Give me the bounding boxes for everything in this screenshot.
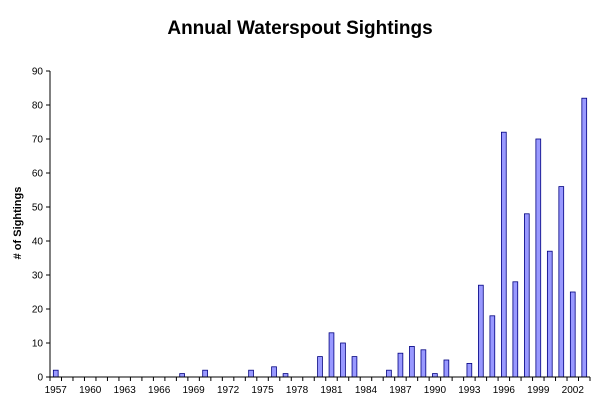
bar-1968 xyxy=(179,373,185,378)
bars-group xyxy=(52,97,588,378)
x-tick-label: 1996 xyxy=(493,385,516,396)
x-tick-label: 1987 xyxy=(389,385,412,396)
bar-1998 xyxy=(523,213,530,378)
x-tick-label: 1978 xyxy=(286,385,309,396)
bar-1988 xyxy=(409,345,415,378)
y-tick-label: 0 xyxy=(37,373,43,384)
bar-1976 xyxy=(271,366,277,378)
bar-1995 xyxy=(489,315,496,378)
y-tick-label: 40 xyxy=(32,237,44,248)
y-tick-label: 50 xyxy=(32,203,44,214)
y-tick-label: 70 xyxy=(32,135,44,146)
bar-2001 xyxy=(558,186,565,378)
bar-1989 xyxy=(420,349,427,378)
x-tick-label: 1957 xyxy=(45,385,68,396)
y-tick-label: 30 xyxy=(32,271,44,282)
bar-1974 xyxy=(248,369,254,378)
bar-1996 xyxy=(501,131,507,378)
bar-1997 xyxy=(512,281,519,378)
y-tick-label: 60 xyxy=(32,169,44,180)
bar-1957 xyxy=(52,369,59,378)
bar-1990 xyxy=(432,373,438,378)
bar-1991 xyxy=(443,359,450,378)
bar-1980 xyxy=(317,356,323,378)
chart-title: Annual Waterspout Sightings xyxy=(167,18,433,39)
x-tick-label: 1972 xyxy=(217,385,240,396)
bar-1981 xyxy=(328,332,335,378)
y-tick-label: 20 xyxy=(32,305,44,316)
x-tick-label: 1984 xyxy=(355,385,378,396)
x-tick-label: 1963 xyxy=(114,385,137,396)
x-tick-label: 1966 xyxy=(148,385,171,396)
x-tick-label: 1981 xyxy=(320,385,343,396)
bar-1982 xyxy=(340,342,346,378)
bar-1983 xyxy=(351,356,358,378)
axes-group: 0 10 20 30 40 50 60 70 80 90 1957 1960 1963 1966 1969 1… xyxy=(32,67,591,396)
x-tick-label: 2002 xyxy=(562,385,585,396)
bar-1994 xyxy=(478,284,484,378)
y-tick-label: 10 xyxy=(32,339,44,350)
x-tick-label: 1960 xyxy=(79,385,102,396)
bar-1977 xyxy=(282,373,289,378)
y-tick-label: 80 xyxy=(32,101,44,112)
y-tick-label: 90 xyxy=(32,67,44,78)
bar-1987 xyxy=(397,352,404,378)
x-tick-label: 1990 xyxy=(424,385,447,396)
x-tick-label: 1975 xyxy=(251,385,274,396)
x-tick-label: 1999 xyxy=(527,385,550,396)
bar-2002 xyxy=(569,291,576,378)
bar-1999 xyxy=(535,138,542,378)
x-tick-label: 1969 xyxy=(182,385,205,396)
bar-1993 xyxy=(466,362,473,378)
bar-2003 xyxy=(581,97,588,378)
bar-1970 xyxy=(202,369,208,378)
bar-2000 xyxy=(546,250,553,378)
x-tick-label: 1993 xyxy=(458,385,481,396)
bar-1986 xyxy=(386,369,392,378)
